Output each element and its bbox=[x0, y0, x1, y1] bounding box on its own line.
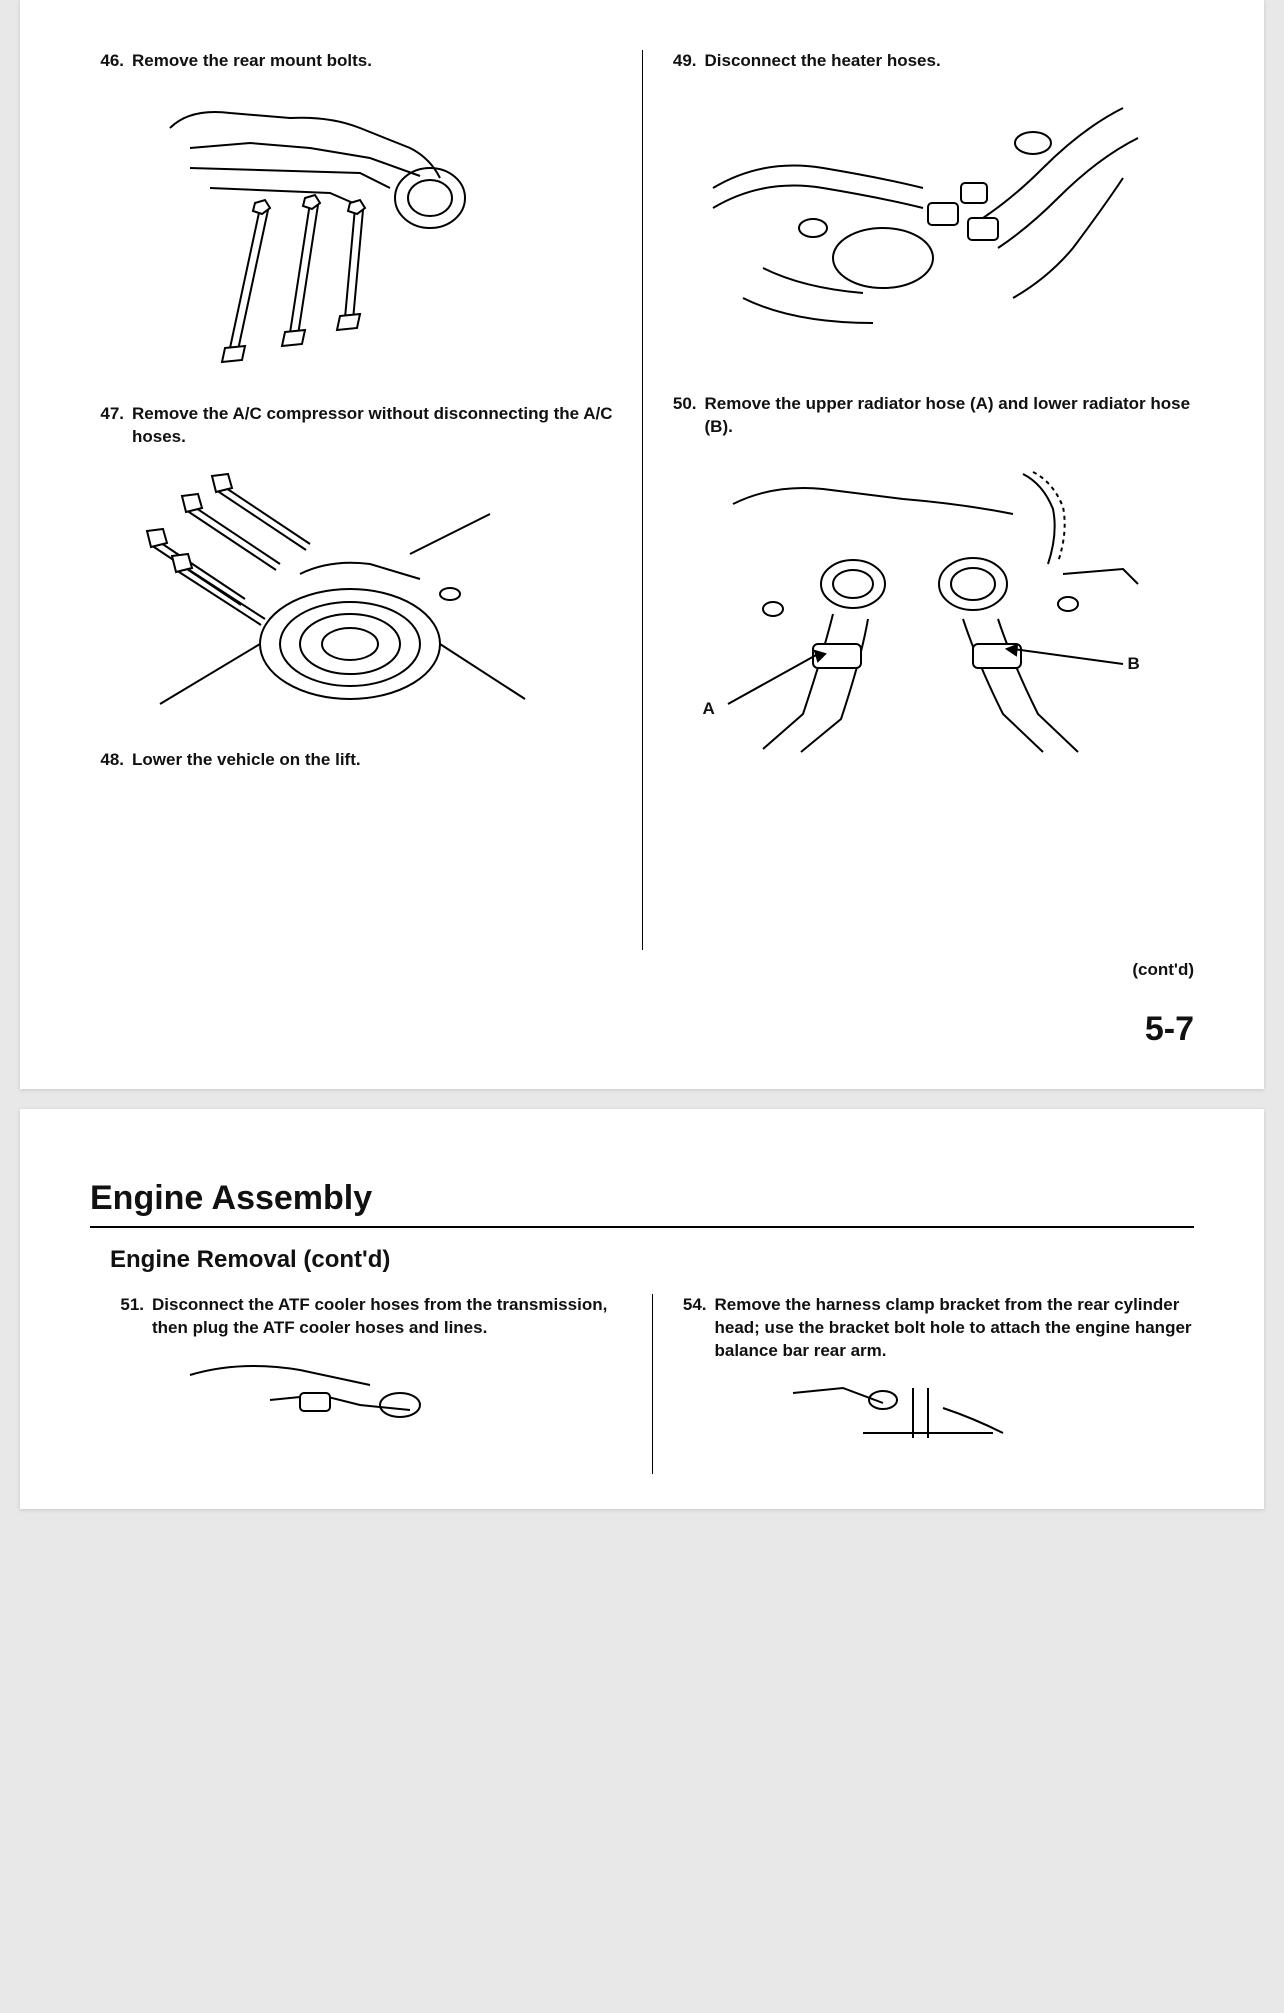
step-text: Lower the vehicle on the lift. bbox=[132, 749, 361, 772]
manual-page-2: Engine Assembly Engine Removal (cont'd) … bbox=[20, 1109, 1264, 1509]
step-number: 54. bbox=[673, 1294, 715, 1363]
figure-radiator-hoses: A B bbox=[703, 454, 1195, 754]
step-54: 54. Remove the harness clamp bracket fro… bbox=[673, 1294, 1195, 1448]
step-number: 51. bbox=[110, 1294, 152, 1340]
continued-marker: (cont'd) bbox=[90, 960, 1194, 980]
step-51: 51. Disconnect the ATF cooler hoses from… bbox=[110, 1294, 632, 1425]
manual-page-1: 46. Remove the rear mount bolts. bbox=[20, 0, 1264, 1089]
step-50: 50. Remove the upper radiator hose (A) a… bbox=[663, 393, 1195, 754]
step-number: 48. bbox=[90, 749, 132, 772]
two-column-layout: 51. Disconnect the ATF cooler hoses from… bbox=[90, 1294, 1194, 1474]
figure-atf-cooler bbox=[150, 1355, 632, 1425]
figure-rear-mount-bolts bbox=[130, 88, 622, 378]
step-text: Remove the rear mount bolts. bbox=[132, 50, 372, 73]
left-column: 51. Disconnect the ATF cooler hoses from… bbox=[90, 1294, 653, 1474]
step-text: Remove the A/C compressor without discon… bbox=[132, 403, 622, 449]
page-number: 5-7 bbox=[90, 1010, 1194, 1049]
right-column: 54. Remove the harness clamp bracket fro… bbox=[653, 1294, 1195, 1474]
figure-ac-compressor bbox=[130, 464, 622, 724]
step-text: Disconnect the ATF cooler hoses from the… bbox=[152, 1294, 632, 1340]
two-column-layout: 46. Remove the rear mount bolts. bbox=[90, 50, 1194, 950]
step-text: Remove the harness clamp bracket from th… bbox=[715, 1294, 1195, 1363]
subsection-title: Engine Removal (cont'd) bbox=[110, 1246, 1194, 1274]
step-48: 48. Lower the vehicle on the lift. bbox=[90, 749, 622, 772]
callout-A: A bbox=[703, 699, 715, 719]
left-column: 46. Remove the rear mount bolts. bbox=[90, 50, 643, 950]
step-49: 49. Disconnect the heater hoses. bbox=[663, 50, 1195, 368]
figure-heater-hoses bbox=[703, 88, 1195, 368]
figure-harness-bracket bbox=[713, 1378, 1195, 1448]
step-number: 49. bbox=[663, 50, 705, 73]
callout-B: B bbox=[1128, 654, 1140, 674]
step-text: Disconnect the heater hoses. bbox=[705, 50, 941, 73]
step-number: 46. bbox=[90, 50, 132, 73]
step-number: 47. bbox=[90, 403, 132, 449]
section-title: Engine Assembly bbox=[90, 1179, 1194, 1218]
step-text: Remove the upper radiator hose (A) and l… bbox=[705, 393, 1195, 439]
step-47: 47. Remove the A/C compressor without di… bbox=[90, 403, 622, 724]
step-46: 46. Remove the rear mount bolts. bbox=[90, 50, 622, 378]
step-number: 50. bbox=[663, 393, 705, 439]
section-rule bbox=[90, 1226, 1194, 1228]
right-column: 49. Disconnect the heater hoses. bbox=[643, 50, 1195, 950]
